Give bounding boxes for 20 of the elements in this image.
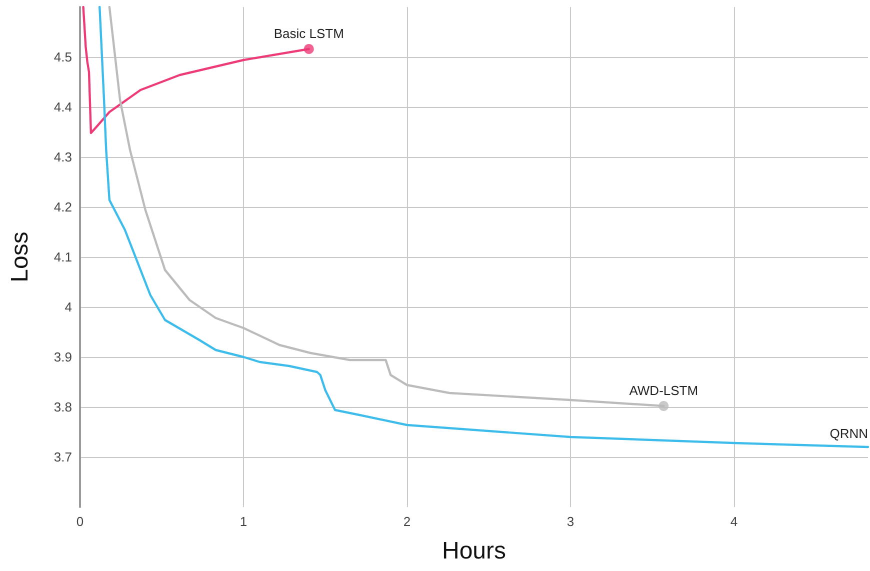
x-tick-label: 4	[730, 514, 738, 529]
y-axis-title: Loss	[6, 232, 34, 282]
y-tick-label: 4.1	[54, 250, 72, 264]
x-axis-title: Hours	[442, 538, 506, 564]
x-tick-label: 0	[76, 514, 84, 529]
y-tick-label: 3.7	[54, 450, 72, 464]
y-tick-label: 3.9	[54, 350, 72, 364]
x-tick-label: 1	[240, 514, 248, 529]
x-tick-label: 2	[403, 514, 411, 529]
line-series	[98, 6, 870, 448]
y-tick-label: 4.3	[54, 150, 72, 164]
series-label: QRNN	[830, 426, 868, 441]
y-tick-label: 4	[64, 300, 72, 314]
y-tick-label: 3.8	[54, 400, 72, 414]
x-tick-label: 3	[566, 514, 574, 529]
series-label: AWD-LSTM	[629, 382, 698, 398]
y-tick-label: 4.4	[54, 100, 72, 114]
y-tick-label: 4.5	[54, 50, 72, 64]
series-label: Basic LSTM	[274, 26, 344, 41]
y-tick-label: 4.2	[54, 200, 72, 214]
